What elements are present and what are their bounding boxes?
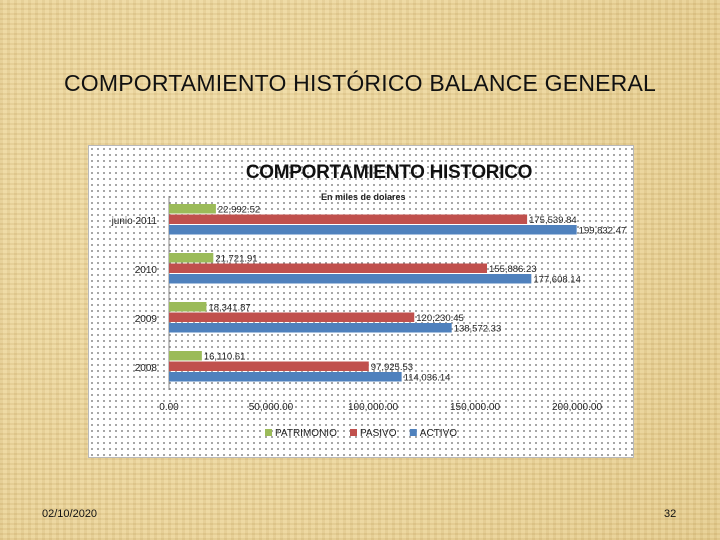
x-tick-label: 100,000.00 [348, 402, 398, 413]
x-tick-label: 0.00 [159, 402, 179, 413]
legend-label: PATRIMONIO [275, 428, 337, 439]
chart-title: COMPORTAMIENTO HISTORICO [245, 162, 533, 183]
slide-title: COMPORTAMIENTO HISTÓRICO BALANCE GENERAL [63, 70, 657, 96]
bar [169, 372, 402, 382]
data-label: 21,721.91 [215, 254, 257, 265]
bar [169, 225, 577, 235]
page-number: 32 [664, 508, 677, 520]
bar [169, 214, 528, 224]
data-label: 120,230.45 [416, 313, 464, 324]
legend-swatch [265, 429, 272, 436]
bar [169, 312, 415, 322]
category-label: 2009 [135, 314, 158, 325]
data-label: 138,572.33 [454, 324, 502, 335]
bar [169, 351, 202, 361]
legend-swatch [409, 429, 417, 436]
data-label: 97,925.53 [371, 362, 413, 373]
data-label: 16,110.61 [204, 352, 246, 363]
data-label: 155,886.23 [489, 264, 537, 275]
data-label: 177,608.14 [533, 275, 581, 286]
chart-area: COMPORTAMIENTO HISTORICO En miles de dol… [88, 145, 634, 458]
legend-label: PASIVO [360, 428, 397, 439]
bar [169, 204, 216, 214]
footer-date: 02/10/2020 [42, 508, 98, 520]
data-label: 114,036.14 [404, 373, 451, 384]
legend-swatch [350, 429, 357, 436]
chart-subtitle: En miles de dolares [321, 192, 406, 202]
data-label: 18,341.87 [208, 303, 250, 314]
x-tick-label: 200,000.00 [552, 402, 602, 413]
data-label: 175,539.84 [529, 215, 577, 226]
bar [169, 302, 207, 312]
bar [169, 323, 452, 333]
bar [169, 274, 532, 284]
bar [169, 361, 369, 371]
category-label: 2010 [135, 265, 158, 276]
category-label: 2008 [135, 363, 158, 374]
data-label: 199,832.47 [579, 226, 627, 237]
category-label: junio 2011 [111, 216, 158, 227]
bar [169, 253, 214, 263]
data-label: 22,992.52 [218, 205, 260, 216]
bar [169, 263, 488, 273]
x-tick-label: 50,000.00 [249, 402, 294, 413]
x-tick-label: 150,000.00 [450, 402, 500, 413]
legend-label: ACTIVO [420, 428, 457, 439]
